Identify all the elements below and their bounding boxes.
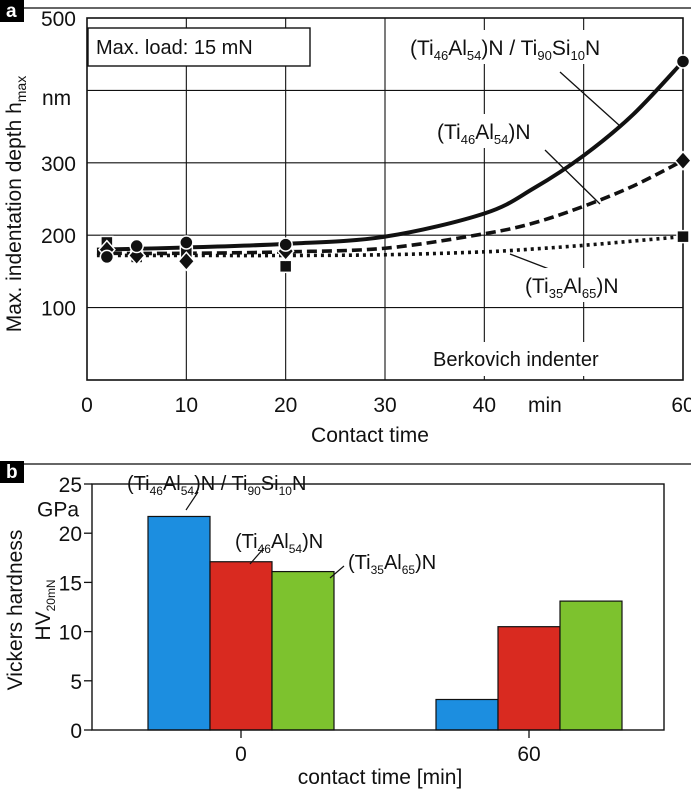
x-axis-title-a: Contact time xyxy=(311,424,429,447)
plot-a-y-ticks: 100 200 300 500 xyxy=(41,8,76,321)
svg-text:(Ti35Al65)N: (Ti35Al65)N xyxy=(348,552,436,577)
x-tick-label-b: 60 xyxy=(517,743,540,766)
x-tick-label: 60 xyxy=(671,394,691,417)
x-unit-label: min xyxy=(528,394,562,417)
svg-text:(Ti35Al65)N: (Ti35Al65)N xyxy=(525,275,619,301)
indenter-annotation: Berkovich indenter xyxy=(433,349,599,371)
y-tick-label: 200 xyxy=(41,225,76,248)
y-axis-title-b-hv: HV xyxy=(32,611,55,640)
panel-a-badge xyxy=(0,0,24,22)
plot-a-markers xyxy=(97,54,691,274)
panel-b-badge xyxy=(0,461,24,483)
bar-60-2 xyxy=(497,626,561,731)
y-axis-title-a-main: Max. indentation depth h xyxy=(3,102,26,332)
load-annotation: Max. load: 15 mN xyxy=(96,37,253,59)
plot-b-bars xyxy=(147,515,623,731)
y-axis-title-b-line2: HV20mN xyxy=(32,579,58,640)
series-line-dotted xyxy=(96,234,684,258)
y-tick-label-b: 20 xyxy=(59,523,82,546)
y-unit-label-b: GPa xyxy=(37,499,79,522)
series-label-3: (Ti35Al65)N xyxy=(520,268,642,302)
x-tick-label: 20 xyxy=(274,394,297,417)
y-axis-title-a: Max. indentation depth hmax xyxy=(3,76,29,332)
svg-text:(Ti46Al54)N / Ti90Si10N: (Ti46Al54)N / Ti90Si10N xyxy=(410,37,600,63)
data-point-circle xyxy=(129,238,144,254)
plot-a-series xyxy=(96,60,685,258)
y-axis-title-a-sub: max xyxy=(13,76,29,102)
y-tick-label-b: 0 xyxy=(70,720,82,743)
x-tick-label: 30 xyxy=(373,394,396,417)
load-annotation-box xyxy=(87,27,311,67)
bar-0-2 xyxy=(209,561,273,731)
data-point-circle xyxy=(278,237,293,252)
panel-b-letter: b xyxy=(6,462,18,483)
svg-text:(Ti46Al54)N: (Ti46Al54)N xyxy=(235,531,323,556)
y-tick-label-b: 25 xyxy=(59,474,82,497)
series-label-1: (Ti46Al54)N / Ti90Si10N xyxy=(405,30,650,64)
x-tick-label-b: 0 xyxy=(235,743,247,766)
data-point-circle xyxy=(99,249,115,265)
series-label-2: (Ti46Al54)N xyxy=(432,114,564,148)
y-tick-label: 300 xyxy=(41,153,76,176)
data-point-diamond xyxy=(177,251,196,272)
plot-a-x-ticks: 0 10 20 30 40 60 xyxy=(81,394,691,417)
x-axis-title-b: contact time [min] xyxy=(298,766,463,789)
data-point-circle xyxy=(179,235,194,250)
y-unit-label: nm xyxy=(42,87,71,110)
panel-b: b 0 5 10 15 20 25 0 60 GPa (Ti46Al54)N / Ti90S… xyxy=(0,461,691,789)
svg-text:(Ti46Al54)N / Ti90Si10N: (Ti46Al54)N / Ti90Si10N xyxy=(127,473,306,498)
y-axis-title-b-line1: Vickers hardness xyxy=(4,530,27,691)
plot-b-frame xyxy=(91,483,665,731)
bar-60-1 xyxy=(435,698,499,731)
svg-text:(Ti46Al54)N: (Ti46Al54)N xyxy=(437,121,531,147)
bar-label-1: (Ti46Al54)N / Ti90Si10N xyxy=(127,473,306,511)
bar-60-3 xyxy=(559,600,623,731)
y-axis-title-b-sub: 20mN xyxy=(44,579,58,611)
plot-b-x-ticks: 0 60 xyxy=(235,730,541,766)
indenter-annotation-bg xyxy=(426,342,666,376)
bar-label-3: (Ti35Al65)N xyxy=(329,552,436,579)
data-point-diamond xyxy=(673,150,691,171)
bar-label-2: (Ti46Al54)N xyxy=(235,531,323,565)
x-tick-label: 0 xyxy=(81,394,93,417)
data-point-square xyxy=(676,229,690,244)
data-point-square xyxy=(278,259,293,274)
bar-0-3 xyxy=(271,570,335,731)
x-tick-label: 10 xyxy=(175,394,198,417)
leader-line-2 xyxy=(544,149,601,205)
plot-b-y-ticks: 0 5 10 15 20 25 xyxy=(59,474,92,743)
y-tick-label-b: 5 xyxy=(70,671,82,694)
y-tick-label: 500 xyxy=(41,8,76,31)
x-tick-label: 40 xyxy=(473,394,496,417)
panel-a-letter: a xyxy=(6,1,17,22)
y-tick-label-b: 15 xyxy=(59,572,82,595)
bar-0-1 xyxy=(147,515,211,731)
y-tick-label: 100 xyxy=(41,298,76,321)
panel-a: a 100 200 300 500 0 10 20 30 40 60 nm min Max. l… xyxy=(0,0,691,447)
plot-a-grid xyxy=(87,18,683,380)
y-tick-label-b: 10 xyxy=(59,622,82,645)
series-line-dashed xyxy=(96,159,684,256)
series-line-solid xyxy=(96,60,685,252)
leader-line-1 xyxy=(559,71,621,127)
data-point-circle xyxy=(675,54,691,69)
